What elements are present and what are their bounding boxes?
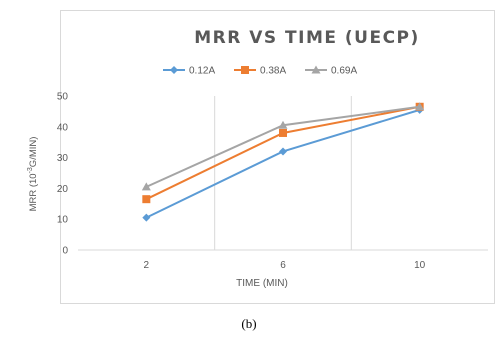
y-tick-label: 40 <box>57 122 69 133</box>
data-point <box>278 120 288 129</box>
gridlines <box>214 96 352 250</box>
data-point <box>142 213 151 222</box>
y-axis-label-part2: G/MIN) <box>28 137 39 168</box>
legend: 0.12A 0.38A 0.69A <box>163 65 357 77</box>
y-axis-label-superscript: -3 <box>27 167 34 173</box>
line-chart: MRR VS TIME (UECP) 0.12A 0.38A 0.69A 01020… <box>27 10 495 304</box>
figure-caption: (b) <box>241 316 257 331</box>
y-tick-label: 20 <box>57 184 69 195</box>
series-0.69A <box>141 102 425 191</box>
legend-label: 0.38A <box>260 66 286 77</box>
y-axis-ticks: 0 10 20 30 40 50 <box>57 92 69 257</box>
x-tick-label: 2 <box>144 260 150 271</box>
y-tick-label: 0 <box>62 246 68 257</box>
chart-title: MRR VS TIME (UECP) <box>194 28 420 48</box>
data-point <box>142 195 151 204</box>
legend-label: 0.69A <box>331 66 357 77</box>
y-axis-label: MRR (10-3G/MIN) <box>27 137 39 212</box>
chart-border <box>60 10 495 304</box>
x-tick-label: 10 <box>414 260 426 271</box>
y-tick-label: 50 <box>57 92 69 103</box>
y-tick-label: 10 <box>57 215 69 226</box>
legend-marker <box>311 65 321 74</box>
data-point <box>415 102 425 111</box>
data-point <box>141 182 151 191</box>
series-group <box>141 102 425 222</box>
legend-label: 0.12A <box>189 66 215 77</box>
x-axis-label: TIME (MIN) <box>236 278 288 289</box>
legend-marker <box>170 66 178 74</box>
y-axis-label-part1: MRR (10 <box>28 173 39 211</box>
chart-frame: MRR VS TIME (UECP) 0.12A 0.38A 0.69A 0 10 20… <box>27 10 495 304</box>
x-tick-label: 6 <box>280 260 286 271</box>
data-point <box>279 147 287 156</box>
data-point <box>279 128 287 137</box>
y-tick-label: 30 <box>57 153 69 164</box>
legend-marker <box>241 66 249 74</box>
x-axis-ticks: 2 6 10 <box>144 260 426 271</box>
